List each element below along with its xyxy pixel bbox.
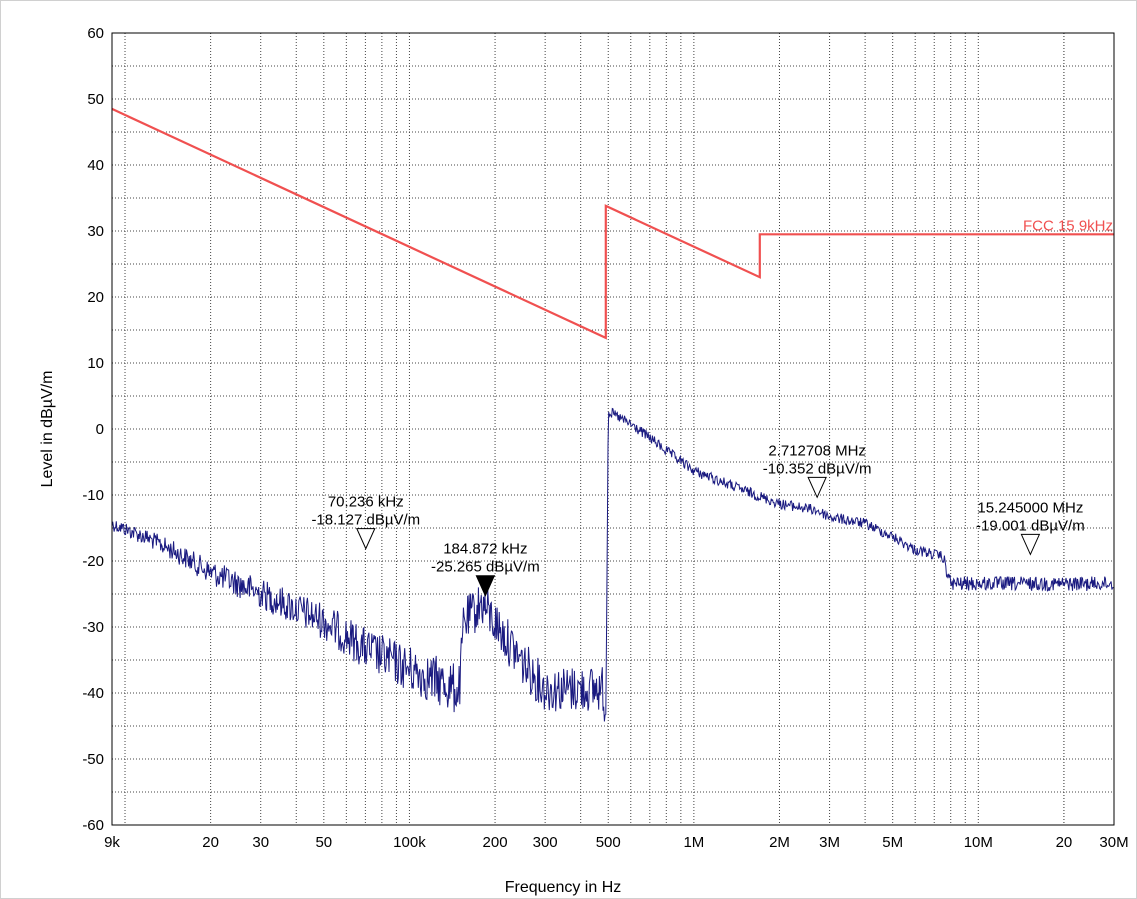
marker-triangle (807, 476, 827, 499)
y-tick-label: 10 (87, 355, 104, 372)
marker-triangle (475, 575, 496, 597)
x-tick-label: 20 (202, 834, 219, 851)
measurement-trace (111, 407, 1115, 722)
x-tick-label: 300 (533, 834, 558, 851)
y-tick-labels: 60 50 40 30 20 10 0 -10 -20 -30 -40 -50 -60 (82, 25, 104, 834)
y-tick-label: 40 (87, 157, 104, 174)
limit-line (111, 107, 1114, 340)
marker-level-label: -18.127 dBµV/m (311, 512, 420, 529)
marker-1: 70.236 kHz-18.127 dBµV/m (311, 494, 420, 550)
marker-4: 15.245000 MHz-19.001 dBµV/m (976, 499, 1085, 556)
x-tick-label: 500 (596, 834, 621, 851)
y-tick-label: 60 (87, 25, 104, 42)
measurement-trace-group (111, 407, 1115, 722)
marker-freq-label: 15.245000 MHz (977, 499, 1083, 516)
x-axis-title: Frequency in Hz (505, 879, 622, 896)
y-tick-label: 50 (87, 91, 104, 108)
marker-freq-label: 2.712708 MHz (768, 442, 866, 459)
marker-3: 2.712708 MHz-10.352 dBµV/m (763, 442, 872, 499)
x-tick-label: 9k (104, 834, 120, 851)
grid (112, 33, 1114, 825)
y-tick-label: -50 (82, 751, 104, 768)
marker-2: 184.872 kHz-25.265 dBµV/m (431, 541, 540, 597)
x-tick-label: 30 (252, 834, 269, 851)
x-tick-label: 2M (769, 834, 790, 851)
x-tick-label: 1M (683, 834, 704, 851)
x-tick-label: 5M (882, 834, 903, 851)
marker-freq-label: 70.236 kHz (328, 494, 404, 511)
x-tick-label: 50 (315, 834, 332, 851)
y-tick-label: -60 (82, 817, 104, 834)
plot-border (111, 32, 1115, 826)
x-tick-label: 30M (1099, 834, 1128, 851)
marker-triangle (1020, 533, 1041, 556)
marker-level-label: -19.001 dBµV/m (976, 517, 1085, 534)
x-tick-label: 10M (964, 834, 993, 851)
y-tick-label: 30 (87, 223, 104, 240)
limit-line-group (111, 107, 1114, 340)
y-tick-label: -10 (82, 487, 104, 504)
marker-triangle (356, 528, 376, 550)
y-tick-label: -30 (82, 619, 104, 636)
x-tick-label: 100k (393, 834, 426, 851)
y-tick-label: -20 (82, 553, 104, 570)
y-tick-label: 0 (96, 421, 104, 438)
x-tick-label: 20 (1056, 834, 1073, 851)
x-tick-label: 200 (483, 834, 508, 851)
marker-level-label: -25.265 dBµV/m (431, 559, 540, 576)
marker-freq-label: 184.872 kHz (443, 541, 527, 558)
marker-level-label: -10.352 dBµV/m (763, 460, 872, 477)
x-tick-label: 3M (819, 834, 840, 851)
y-axis-title: Level in dBµV/m (39, 371, 56, 488)
x-tick-labels: 9k 20 30 50 100k 200 300 500 1M 2M 3M 5M 10M 20 30M (104, 834, 1129, 851)
limit-line-label: FCC 15 9kHz (1023, 217, 1113, 234)
y-tick-label: 20 (87, 289, 104, 306)
y-tick-label: -40 (82, 685, 104, 702)
